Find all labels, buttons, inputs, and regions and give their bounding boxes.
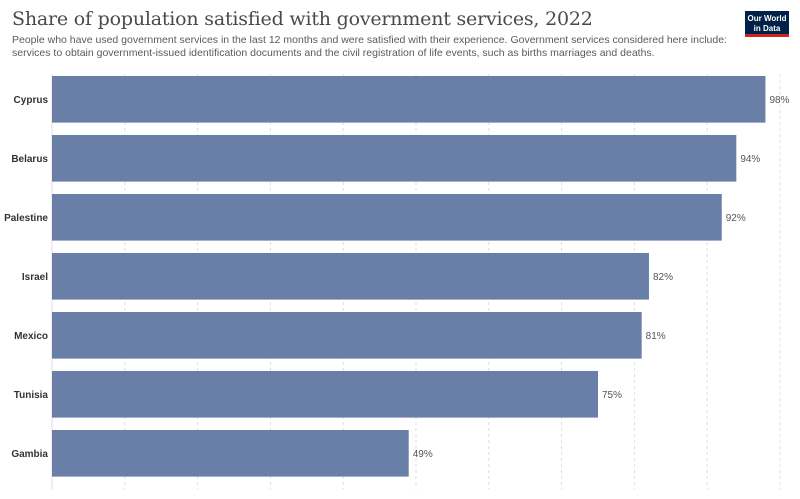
value-label: 49%: [413, 449, 433, 460]
category-label: Tunisia: [14, 390, 49, 401]
bar-palestine[interactable]: [52, 194, 722, 241]
bars: [52, 76, 766, 477]
category-label: Gambia: [11, 449, 48, 460]
category-label: Israel: [22, 272, 48, 283]
bar-israel[interactable]: [52, 253, 649, 300]
bar-tunisia[interactable]: [52, 371, 598, 418]
value-label: 81%: [646, 331, 666, 342]
labels: Cyprus 98% Belarus 94% Palestine 92% Israel 82%…: [4, 95, 789, 460]
category-label: Mexico: [14, 331, 48, 342]
chart-title: Share of population satisfied with gover…: [12, 8, 593, 30]
owid-logo[interactable]: Our World in Data: [745, 11, 789, 37]
value-label: 98%: [769, 95, 789, 106]
logo-line-1: Our World: [747, 14, 787, 23]
value-label: 75%: [602, 390, 622, 401]
bar-mexico[interactable]: [52, 312, 642, 359]
category-label: Palestine: [4, 213, 48, 224]
logo-line-2: in Data: [753, 23, 781, 33]
category-label: Belarus: [11, 154, 48, 165]
value-label: 92%: [726, 213, 746, 224]
chart-subtitle: People who have used government services…: [12, 34, 727, 59]
value-label: 82%: [653, 272, 673, 283]
bar-belarus[interactable]: [52, 135, 737, 182]
category-label: Cyprus: [14, 95, 49, 106]
bar-cyprus[interactable]: [52, 76, 766, 123]
bar-gambia[interactable]: [52, 430, 409, 477]
value-label: 94%: [740, 154, 760, 165]
